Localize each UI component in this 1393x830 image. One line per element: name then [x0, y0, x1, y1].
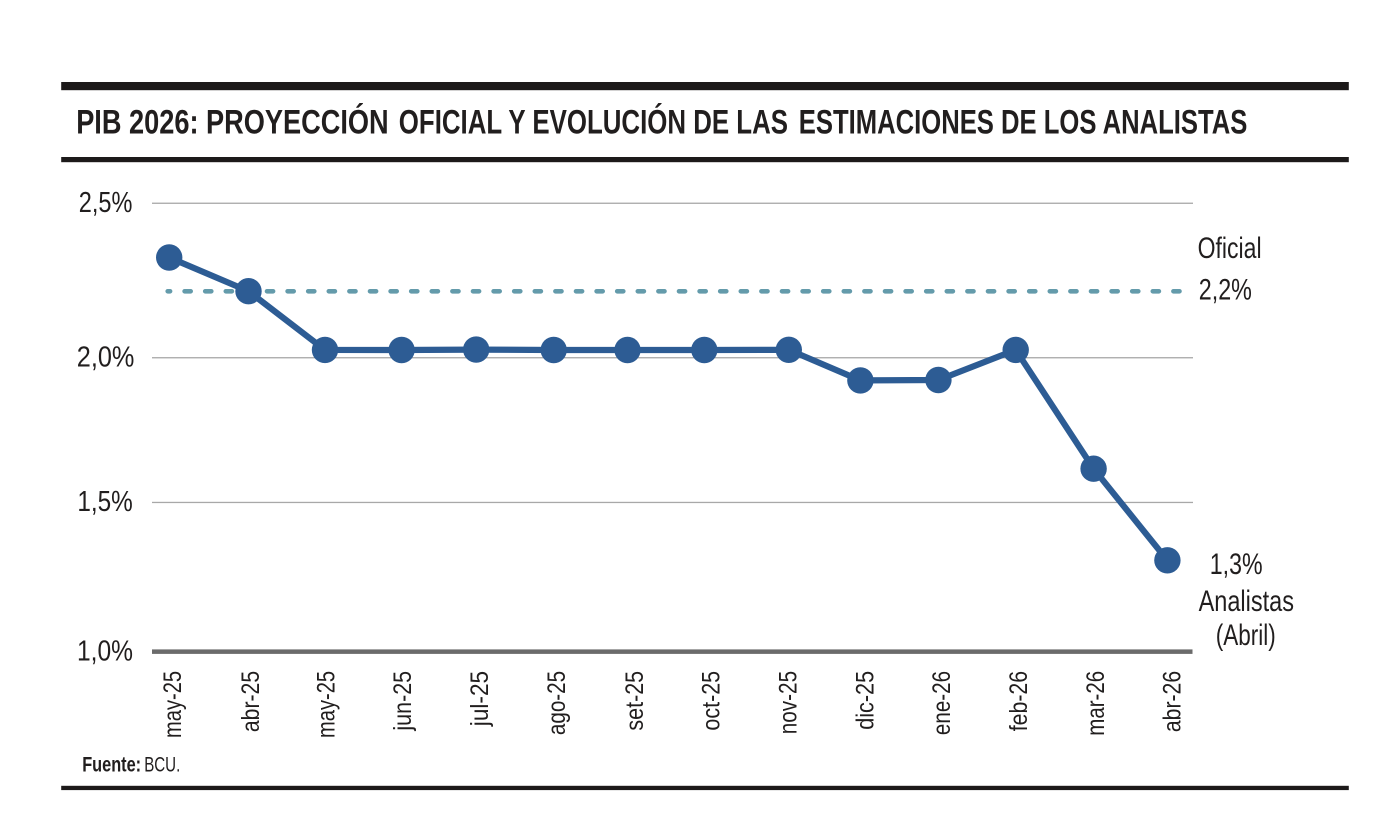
svg-text:mar-26: mar-26: [1082, 671, 1110, 736]
svg-text:1,0%: 1,0%: [77, 635, 133, 667]
svg-text:ESTIMACIONES DE LOS ANALISTAS: ESTIMACIONES DE LOS ANALISTAS: [799, 103, 1248, 141]
svg-text:OFICIAL Y EVOLUCIÓN DE LAS: OFICIAL Y EVOLUCIÓN DE LAS: [399, 101, 788, 141]
svg-text:jun-25: jun-25: [389, 671, 417, 732]
svg-text:Oficial: Oficial: [1198, 232, 1262, 265]
svg-text:ago-25: ago-25: [543, 671, 571, 735]
svg-text:2,2%: 2,2%: [1199, 273, 1252, 306]
svg-text:1,5%: 1,5%: [77, 486, 132, 518]
svg-text:BCU.: BCU.: [144, 752, 180, 776]
svg-text:nov-25: nov-25: [774, 671, 802, 734]
svg-text:1,3%: 1,3%: [1210, 548, 1263, 581]
svg-text:may-25: may-25: [312, 671, 340, 738]
svg-text:Fuente:: Fuente:: [82, 752, 141, 776]
svg-text:feb-26: feb-26: [1005, 671, 1033, 731]
svg-text:2,0%: 2,0%: [77, 341, 135, 373]
svg-text:(Abril): (Abril): [1216, 619, 1276, 652]
svg-text:abr-25: abr-25: [237, 671, 265, 732]
svg-text:may-25: may-25: [159, 671, 187, 738]
svg-text:set-25: set-25: [621, 671, 649, 731]
svg-text:abr-26: abr-26: [1159, 671, 1187, 732]
svg-text:ene-26: ene-26: [928, 671, 956, 735]
svg-text:Analistas: Analistas: [1199, 585, 1294, 618]
svg-text:PIB 2026: PROYECCIÓN: PIB 2026: PROYECCIÓN: [76, 101, 389, 141]
svg-text:dic-25: dic-25: [851, 671, 879, 730]
svg-text:oct-25: oct-25: [698, 671, 726, 731]
svg-text:jul-25: jul-25: [466, 671, 494, 727]
svg-text:2,5%: 2,5%: [79, 187, 133, 219]
